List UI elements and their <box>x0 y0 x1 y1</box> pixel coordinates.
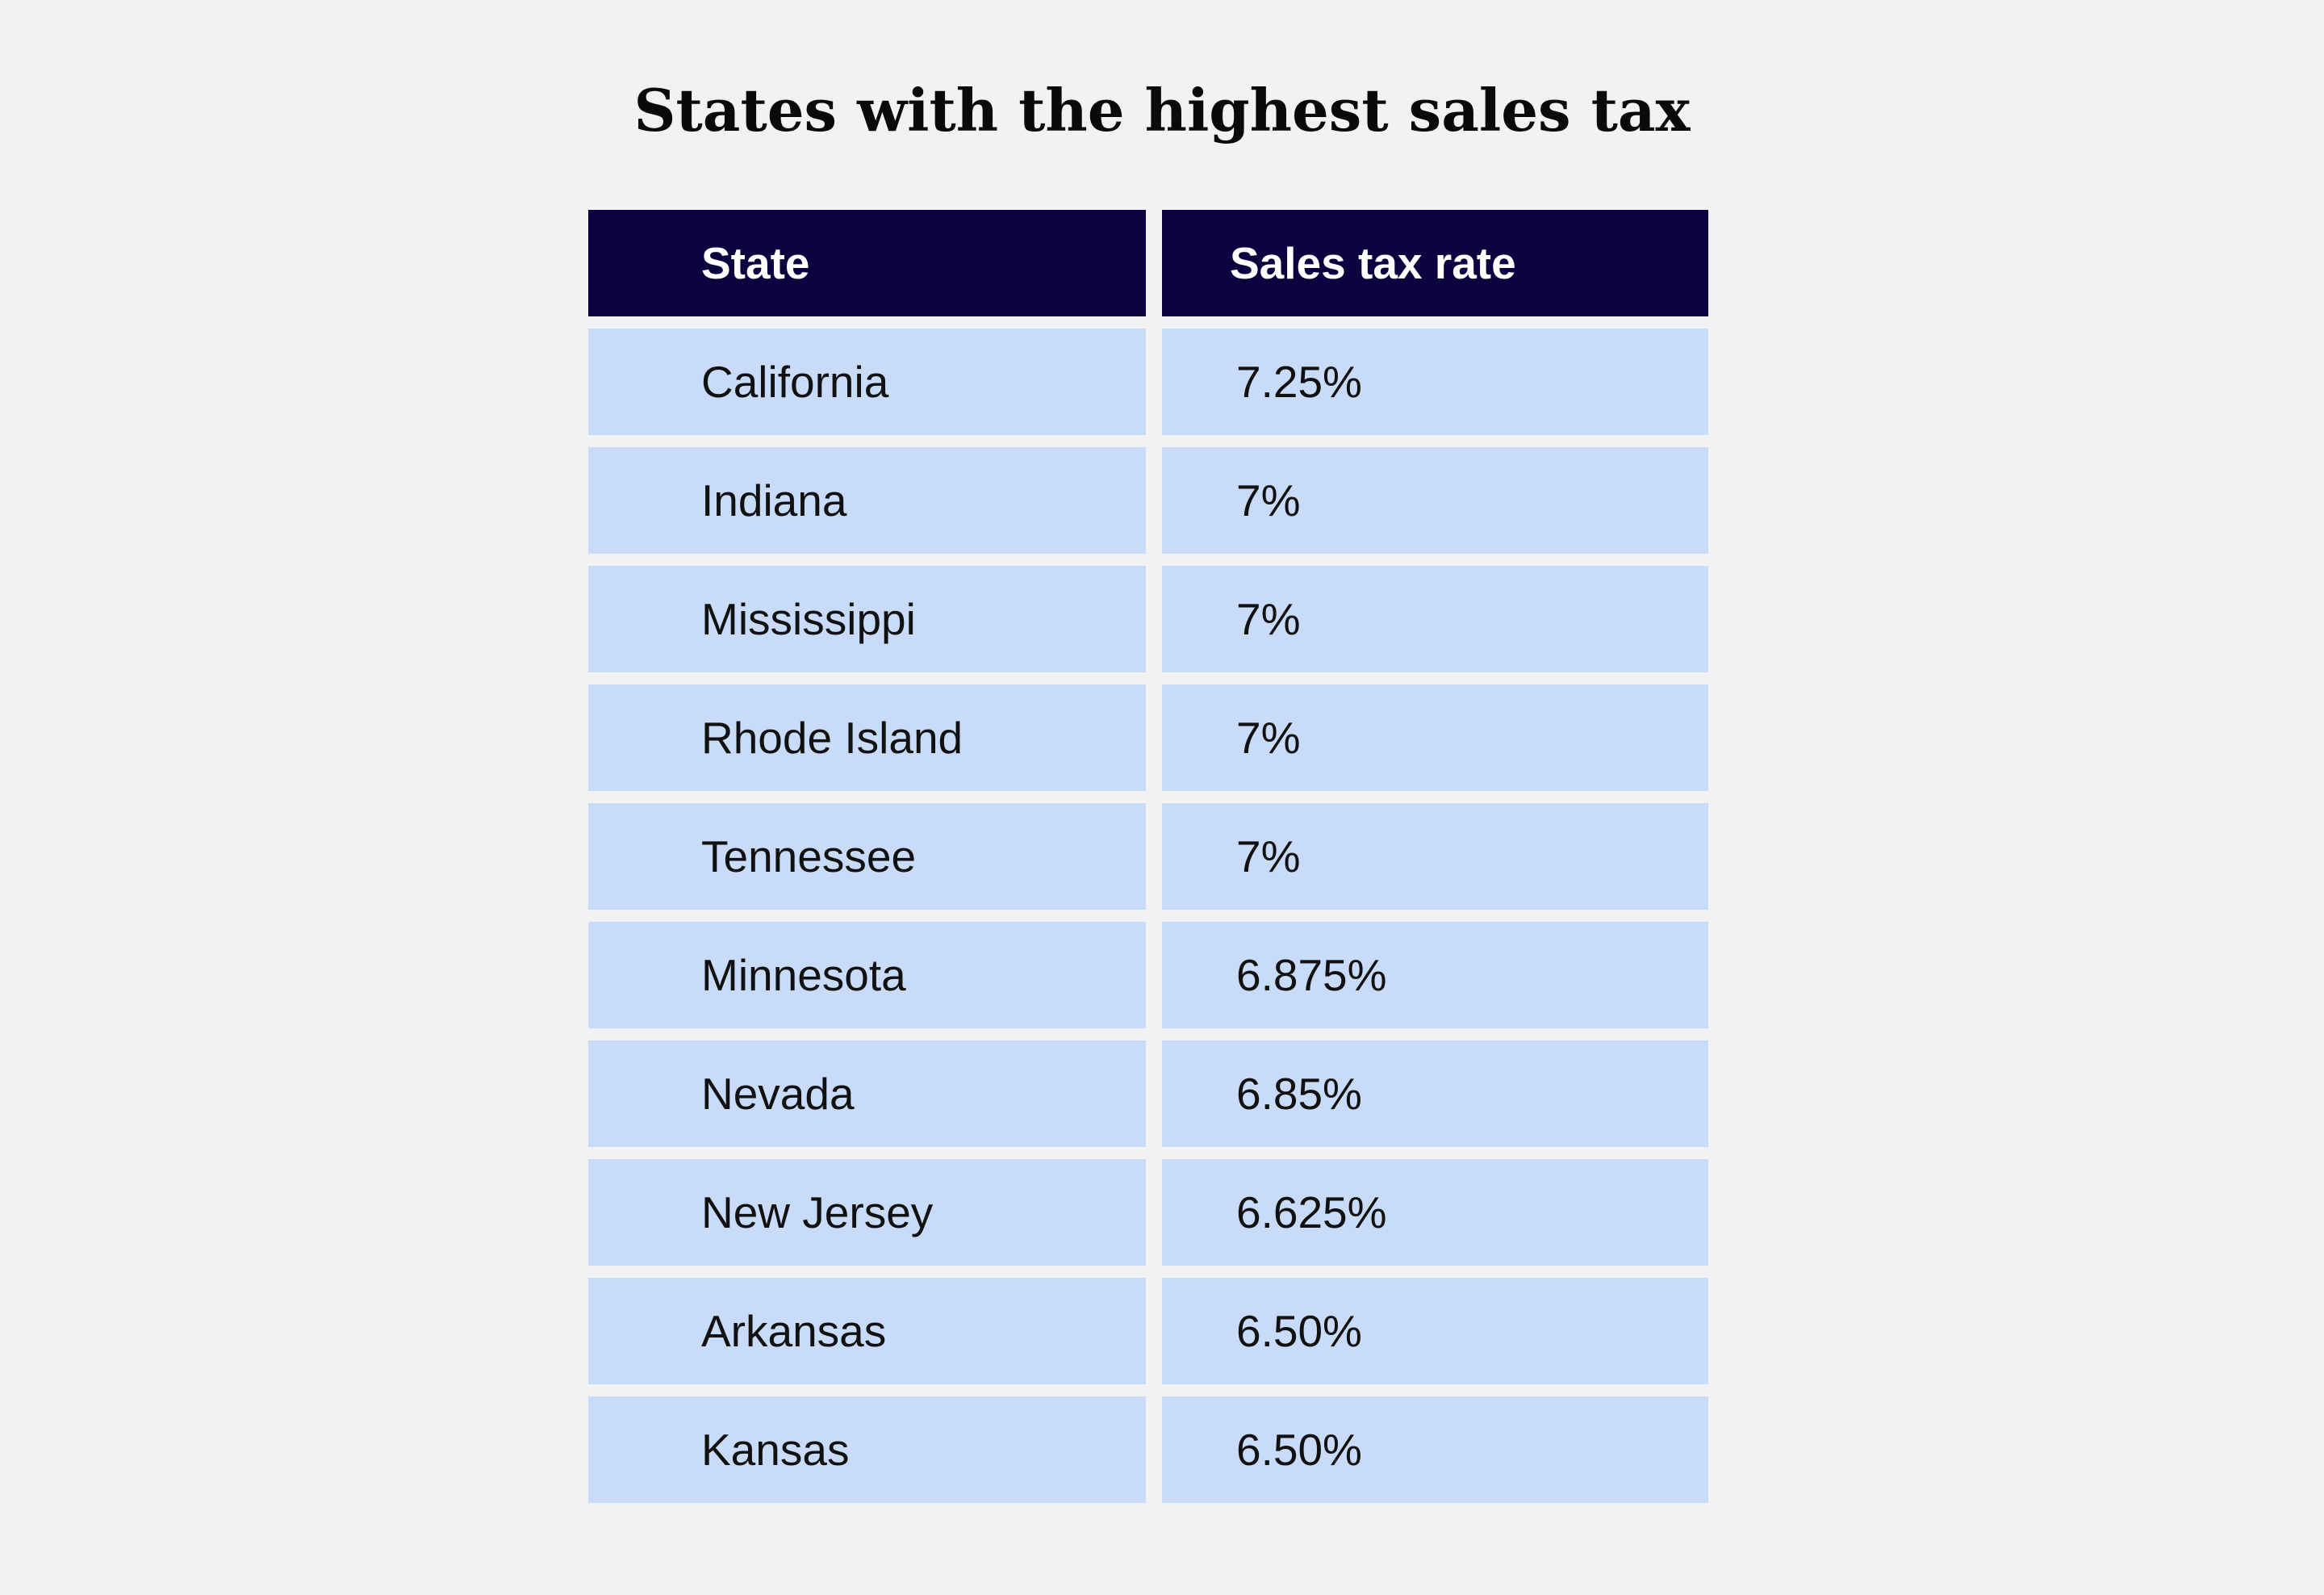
table-row: Kansas 6.50% <box>588 1396 1708 1503</box>
column-header-state: State <box>588 210 1146 316</box>
state-cell: California <box>588 329 1146 435</box>
table-row: Arkansas 6.50% <box>588 1278 1708 1384</box>
table-row: Tennessee 7% <box>588 803 1708 910</box>
table-body: California 7.25% Indiana 7% Mississippi 7% Rho… <box>588 329 1708 1503</box>
state-cell: Tennessee <box>588 803 1146 910</box>
state-cell: Minnesota <box>588 922 1146 1028</box>
state-cell: Arkansas <box>588 1278 1146 1384</box>
sales-tax-rate-cell: 6.625% <box>1162 1159 1708 1266</box>
sales-tax-rate-cell: 7% <box>1162 447 1708 554</box>
sales-tax-rate-cell: 7.25% <box>1162 329 1708 435</box>
sales-tax-rate-cell: 6.50% <box>1162 1396 1708 1503</box>
state-cell: Kansas <box>588 1396 1146 1503</box>
sales-tax-rate-cell: 7% <box>1162 684 1708 791</box>
state-cell: New Jersey <box>588 1159 1146 1266</box>
table-row: New Jersey 6.625% <box>588 1159 1708 1266</box>
sales-tax-table: State Sales tax rate California 7.25% Indi… <box>588 210 1708 1515</box>
table-row: Minnesota 6.875% <box>588 922 1708 1028</box>
state-cell: Nevada <box>588 1040 1146 1147</box>
column-header-sales-tax-rate: Sales tax rate <box>1162 210 1708 316</box>
table-row: Indiana 7% <box>588 447 1708 554</box>
table-row: California 7.25% <box>588 329 1708 435</box>
sales-tax-rate-cell: 6.875% <box>1162 922 1708 1028</box>
sales-tax-rate-cell: 6.85% <box>1162 1040 1708 1147</box>
state-cell: Indiana <box>588 447 1146 554</box>
state-cell: Mississippi <box>588 566 1146 672</box>
sales-tax-rate-cell: 6.50% <box>1162 1278 1708 1384</box>
sales-tax-rate-cell: 7% <box>1162 803 1708 910</box>
table-row: Mississippi 7% <box>588 566 1708 672</box>
chart-title: States with the highest sales tax <box>633 76 1691 144</box>
table-row: Nevada 6.85% <box>588 1040 1708 1147</box>
table-header-row: State Sales tax rate <box>588 210 1708 316</box>
state-cell: Rhode Island <box>588 684 1146 791</box>
sales-tax-rate-cell: 7% <box>1162 566 1708 672</box>
table-row: Rhode Island 7% <box>588 684 1708 791</box>
